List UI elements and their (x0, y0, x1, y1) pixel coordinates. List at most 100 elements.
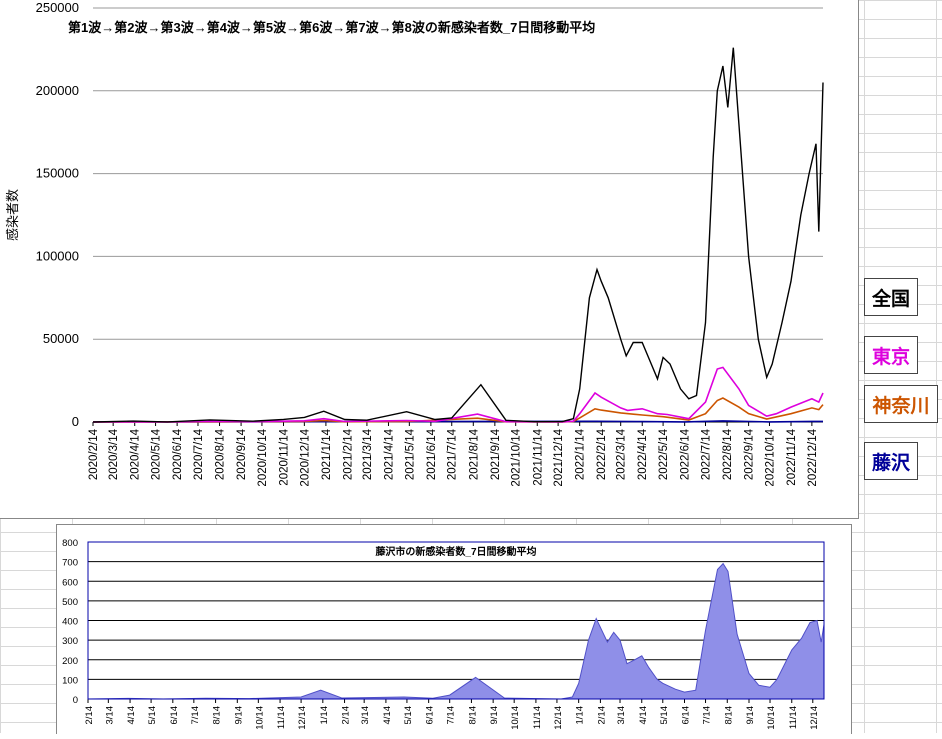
sub-x-tick-label: 1/14 (319, 706, 330, 725)
main-x-tick-label: 2022/2/14 (596, 428, 608, 480)
sub-x-tick-label: 3/14 (616, 706, 627, 725)
sub-x-tick-label: 5/14 (403, 706, 414, 725)
main-series-line-1 (92, 366, 824, 423)
main-x-tick-label: 2022/4/14 (637, 428, 649, 480)
main-x-tick-label: 2020/12/14 (299, 428, 311, 486)
sub-x-tick-label: 8/14 (467, 706, 478, 725)
sub-x-tick-label: 12/14 (553, 706, 564, 730)
sub-x-tick-label: 9/14 (233, 706, 244, 725)
main-x-tick-label: 2021/9/14 (490, 428, 502, 480)
sub-x-tick-label: 6/14 (169, 706, 180, 725)
sub-x-tick-label: 7/14 (702, 706, 713, 725)
main-x-tick-label: 2020/7/14 (193, 428, 205, 480)
sub-x-tick-label: 10/14 (510, 706, 521, 730)
main-chart-panel: 250000 200000 150000 100000 50000 0 2020/2/14… (0, 0, 859, 519)
legend-national: 全国 (864, 278, 918, 316)
sub-x-tick-label: 12/14 (809, 706, 820, 730)
sub-x-tick-label: 3/14 (360, 706, 371, 725)
sub-x-tick-label: 8/14 (723, 706, 734, 725)
main-x-tick-label: 2020/9/14 (236, 428, 248, 480)
sub-x-tick-label: 2/14 (84, 706, 95, 725)
sub-x-tick-label: 2/14 (341, 706, 352, 725)
main-series-group (92, 47, 824, 423)
main-y-tick-label: 200000 (36, 83, 79, 98)
main-x-tick-label: 2020/5/14 (151, 428, 163, 480)
main-x-tick-label: 2022/10/14 (764, 428, 776, 486)
sub-x-tick-label: 10/14 (766, 706, 777, 730)
main-x-tick-label: 2022/12/14 (807, 428, 819, 486)
fujisawa-chart-title: 藤沢市の新感染者数_7日間移動平均 (375, 545, 536, 558)
sub-x-tick-label: 7/14 (446, 706, 457, 725)
main-y-tick-label: 100000 (36, 248, 79, 263)
main-x-tick-label: 2020/11/14 (278, 428, 290, 485)
sub-x-tick-label: 12/14 (297, 706, 308, 730)
sub-y-tick-label: 600 (62, 577, 78, 588)
fujisawa-chart-svg: 800 700 600 500 400 300 200 100 0 2/14 3/14 4/14 5/… (62, 538, 825, 730)
sub-x-tick-label: 4/14 (382, 706, 393, 725)
sub-y-tick-label: 800 (62, 538, 78, 549)
main-chart-title: 第1波→第2波→第3波→第4波→第5波→第6波→第7波→第8波の新感染者数_7日… (68, 20, 595, 35)
main-y-tick-label: 250000 (36, 0, 79, 15)
main-x-tick-label: 2022/7/14 (701, 428, 713, 480)
main-x-tick-label: 2020/3/14 (108, 428, 120, 480)
sub-x-tick-label: 5/14 (659, 706, 670, 725)
legend-fujisawa: 藤沢 (864, 442, 918, 480)
main-gridlines (93, 7, 823, 423)
sub-y-tick-label: 300 (62, 636, 78, 647)
main-x-tick-label: 2021/8/14 (468, 428, 480, 480)
sub-x-tick-label: 4/14 (126, 706, 137, 725)
main-x-tick-label: 2020/4/14 (130, 428, 142, 480)
main-y-tick-label: 150000 (36, 166, 79, 181)
main-y-tick-label: 0 (72, 414, 79, 429)
sub-x-tick-label: 5/14 (147, 706, 158, 725)
sub-x-tick-label: 2/14 (596, 706, 607, 725)
sub-x-tick-label: 1/14 (575, 706, 586, 725)
main-x-tick-label: 2021/5/14 (404, 428, 416, 480)
main-x-tick-label: 2022/8/14 (722, 428, 734, 480)
sub-x-tick-label: 10/14 (254, 706, 265, 730)
fujisawa-y-tick-labels: 800 700 600 500 400 300 200 100 0 (62, 538, 78, 706)
main-x-tick-label: 2021/2/14 (342, 428, 354, 480)
fujisawa-plot-border (87, 541, 825, 700)
sub-x-tick-label: 6/14 (425, 706, 436, 725)
main-y-tick-labels: 250000 200000 150000 100000 50000 0 (36, 0, 79, 429)
sub-y-tick-label: 400 (62, 617, 78, 628)
sub-area-series (87, 562, 825, 700)
legend-tokyo: 東京 (864, 336, 918, 374)
main-x-tick-label: 2021/10/14 (511, 428, 523, 486)
main-x-tick-label: 2020/10/14 (257, 428, 269, 486)
sub-x-tick-label: 4/14 (638, 706, 649, 725)
main-y-axis-label: 感染者数 (5, 189, 20, 241)
sub-y-tick-label: 100 (62, 675, 78, 686)
main-x-tick-label: 2022/1/14 (575, 428, 587, 480)
sub-y-tick-label: 700 (62, 558, 78, 569)
main-chart-svg: 250000 200000 150000 100000 50000 0 2020/2/14… (5, 0, 824, 487)
legend-kanagawa: 神奈川 (864, 385, 938, 423)
main-x-tick-label: 2020/6/14 (172, 428, 184, 480)
main-x-tick-label: 2021/3/14 (362, 428, 374, 480)
fujisawa-x-tick-labels: 2/14 3/14 4/14 5/14 6/14 7/14 8/14 9/14 10/14 11/… (84, 699, 820, 730)
main-x-tick-label: 2022/5/14 (658, 428, 670, 480)
sub-x-tick-label: 7/14 (190, 706, 201, 725)
sub-x-tick-label: 8/14 (212, 706, 223, 725)
main-series-line-2 (92, 397, 824, 423)
sub-x-tick-label: 11/14 (276, 706, 287, 729)
fujisawa-chart-panel: 800 700 600 500 400 300 200 100 0 2/14 3/14 4/14 5/… (56, 524, 852, 734)
main-x-tick-label: 2021/1/14 (321, 428, 333, 480)
fujisawa-series-group (87, 562, 825, 700)
main-x-tick-label: 2022/3/14 (616, 428, 628, 480)
sub-y-tick-label: 200 (62, 656, 78, 667)
main-x-tick-label: 2021/6/14 (426, 428, 438, 480)
sub-y-tick-label: 0 (73, 695, 78, 706)
main-x-tick-label: 2021/11/14 (532, 428, 544, 485)
sub-x-tick-label: 9/14 (745, 706, 756, 725)
main-x-tick-label: 2022/11/14 (786, 428, 798, 485)
sub-y-tick-label: 500 (62, 597, 78, 608)
sub-x-tick-label: 11/14 (532, 706, 543, 729)
main-x-tick-label: 2022/6/14 (680, 428, 692, 480)
main-series-line-3 (92, 420, 823, 423)
sub-x-tick-label: 6/14 (681, 706, 692, 725)
main-x-tick-label: 2020/8/14 (215, 428, 227, 480)
main-y-tick-label: 50000 (43, 331, 79, 346)
main-x-tick-label: 2021/7/14 (447, 428, 459, 480)
